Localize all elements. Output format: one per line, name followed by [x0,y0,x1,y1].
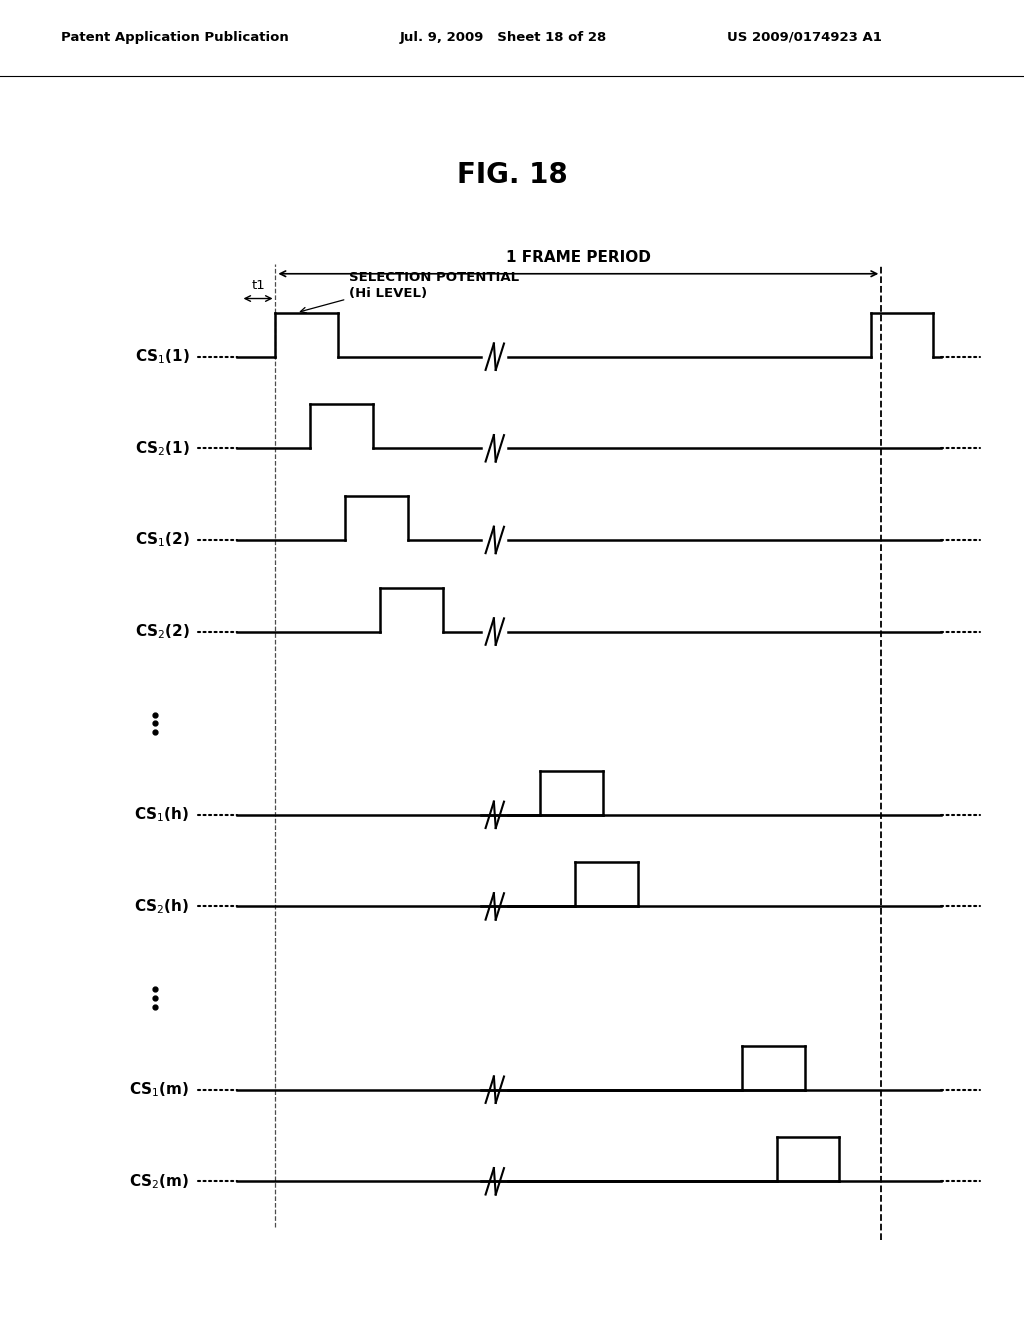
Text: US 2009/0174923 A1: US 2009/0174923 A1 [727,30,882,44]
Text: FIG. 18: FIG. 18 [457,161,567,189]
Text: CS$_{2}$(h): CS$_{2}$(h) [134,898,189,916]
Text: t1: t1 [251,280,265,292]
Text: CS$_{2}$(2): CS$_{2}$(2) [135,622,189,642]
Text: SELECTION POTENTIAL
(Hi LEVEL): SELECTION POTENTIAL (Hi LEVEL) [348,272,519,301]
Text: CS$_{1}$(2): CS$_{1}$(2) [135,531,189,549]
Text: CS$_{1}$(m): CS$_{1}$(m) [129,1080,189,1100]
Text: Patent Application Publication: Patent Application Publication [61,30,289,44]
Text: Jul. 9, 2009   Sheet 18 of 28: Jul. 9, 2009 Sheet 18 of 28 [399,30,606,44]
Text: CS$_{1}$(h): CS$_{1}$(h) [134,805,189,824]
Text: 1 FRAME PERIOD: 1 FRAME PERIOD [506,249,651,265]
Text: CS$_{2}$(1): CS$_{2}$(1) [135,440,189,458]
Text: CS$_{2}$(m): CS$_{2}$(m) [129,1172,189,1191]
Text: CS$_{1}$(1): CS$_{1}$(1) [135,347,189,366]
